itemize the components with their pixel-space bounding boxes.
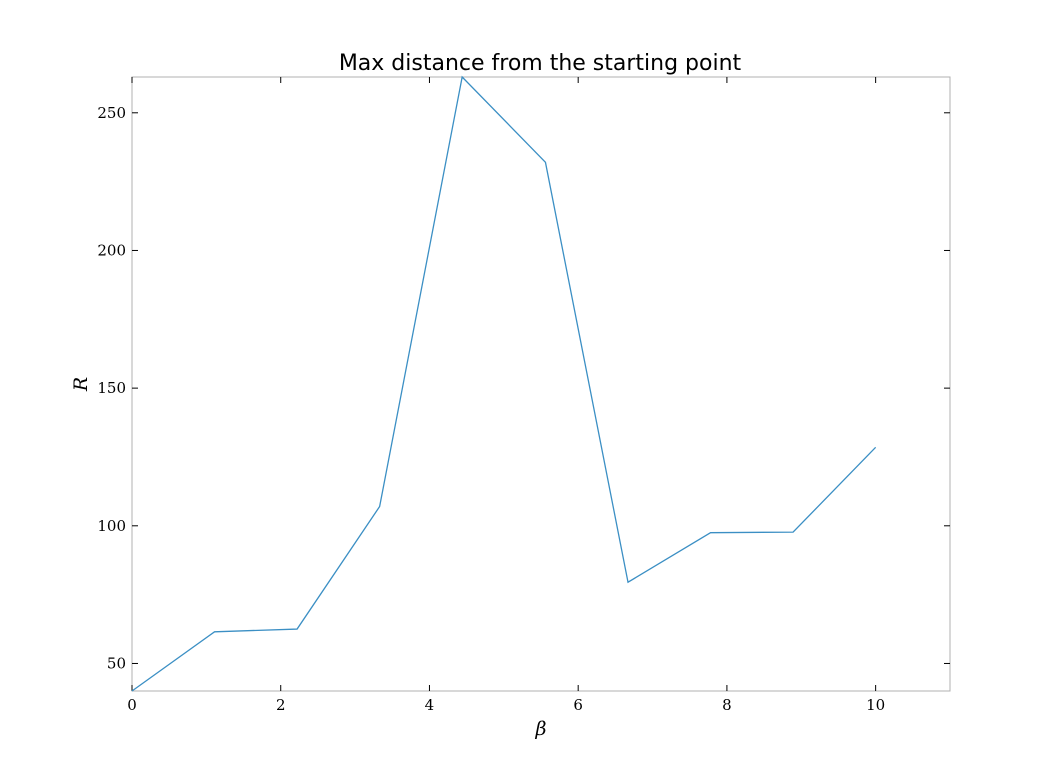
x-tick-label: 4 [425,696,435,714]
x-tick-label: 2 [276,696,286,714]
y-tick-label: 50 [107,654,126,672]
y-tick-label: 150 [97,379,126,397]
series-line [131,75,877,692]
chart-title: Max distance from the starting point [339,51,742,76]
x-tick-label: 6 [573,696,583,714]
x-tick-label: 8 [722,696,732,714]
y-tick-label: 250 [97,104,126,122]
y-tick-label: 200 [97,241,126,259]
x-tick-label: 10 [866,696,885,714]
x-tick-label: 0 [127,696,137,714]
plot-frame [131,76,951,692]
x-axis-label: β [535,718,547,740]
x-axis-ticks: 0 2 4 6 8 10 [127,77,885,714]
y-axis-ticks: 50 100 150 200 250 [97,104,950,672]
y-axis-label: R [70,377,92,392]
y-tick-label: 100 [97,517,126,535]
